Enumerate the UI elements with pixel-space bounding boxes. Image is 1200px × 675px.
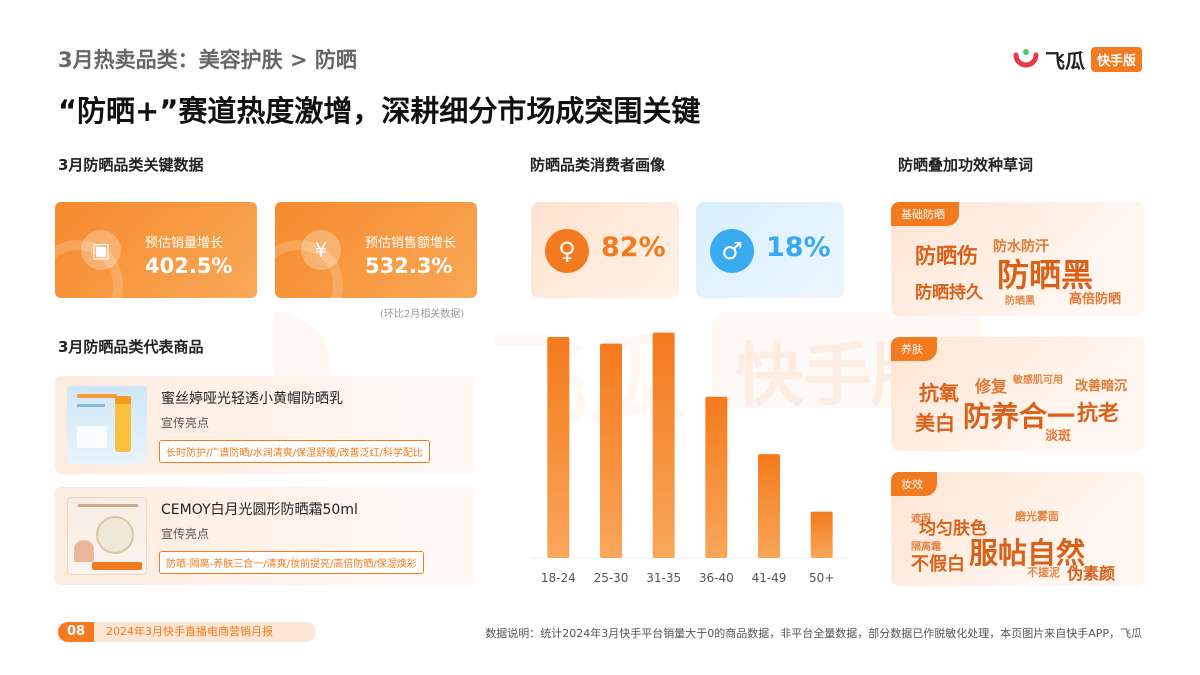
decor-circle	[55, 240, 123, 298]
bar-25-30	[600, 343, 622, 558]
breadcrumb-category: 3月热卖品类：美容护肤	[58, 48, 283, 72]
word: 防晒持久	[915, 283, 983, 303]
kpi-card-sales: ¥ 预估销售额增长 532.3%	[275, 202, 477, 298]
word: 隔离霜	[911, 542, 941, 553]
feigua-logo-icon	[1013, 49, 1039, 68]
word: 磨光雾面	[1015, 510, 1059, 523]
word: 防养合一	[963, 400, 1076, 433]
product-tags: 防晒-隔离-养肤三合一/清爽/妆前提亮/高倍防晒/保湿焕彩	[159, 551, 424, 574]
bar-36-40	[705, 396, 728, 558]
x-tick-label: 36-40	[699, 571, 734, 585]
word: 均匀肤色	[919, 519, 987, 539]
consumer-title: 防晒品类消费者画像	[530, 156, 666, 174]
bar-31-35	[652, 332, 675, 558]
page-title: “防晒+”赛道热度激增，深耕细分市场成突围关键	[58, 94, 701, 128]
product-subtitle: 宣传亮点	[161, 527, 210, 541]
product-name: 蜜丝婷哑光轻透小黄帽防晒乳	[161, 391, 343, 407]
box-icon: ▣	[81, 230, 121, 270]
word: 不搓泥	[1027, 566, 1060, 579]
group-badge: 养肤	[891, 337, 937, 361]
product-card[interactable]: 蜜丝婷哑光轻透小黄帽防晒乳 宣传亮点 长时防护/广谱防晒/水润清爽/保湿舒缓/改…	[55, 376, 475, 474]
kpi-label: 预估销售额增长	[365, 236, 457, 251]
kpi-value: 402.5%	[145, 254, 233, 278]
page-number: 08	[58, 622, 94, 642]
x-tick-label: 18-24	[541, 571, 576, 585]
word: 抗老	[1077, 401, 1119, 425]
breadcrumb: 3月热卖品类：美容护肤 > 防晒	[58, 44, 357, 74]
brand-logo: 飞瓜 快手版	[1013, 44, 1142, 74]
bar-18-24	[547, 337, 570, 558]
wordcloud-title: 防晒叠加功效种草词	[898, 156, 1034, 174]
word: 遮瑕	[911, 514, 931, 525]
report-name: 2024年3月快手直播电商营销月报	[94, 622, 316, 642]
x-tick-label: 25-30	[594, 571, 629, 585]
word: 改善暗沉	[1075, 379, 1128, 394]
wordcloud-card-skincare: 养肤 抗氧 修复 敏感肌可用 改善暗沉 美白 防养合一 抗老 淡斑	[891, 337, 1145, 451]
male-card: ♂ 18%	[696, 202, 844, 298]
word: 服帖自然	[969, 536, 1086, 570]
product-image	[67, 497, 147, 575]
group-badge: 妆效	[891, 472, 937, 496]
word: 防晒黑	[997, 256, 1094, 294]
x-tick-label: 50+	[809, 571, 834, 585]
key-data-title: 3月防晒品类关键数据	[58, 156, 204, 174]
x-tick-label: 41-49	[752, 571, 787, 585]
word: 淡斑	[1045, 429, 1072, 444]
female-card: ♀ 82%	[531, 202, 679, 298]
breadcrumb-subcategory: 防晒	[314, 48, 357, 72]
product-name: CEMOY白月光圆形防晒霜50ml	[161, 502, 358, 518]
female-percent: 82%	[601, 232, 666, 263]
word: 防水防汗	[993, 239, 1049, 255]
word: 敏感肌可用	[1013, 375, 1063, 386]
product-subtitle: 宣传亮点	[161, 416, 210, 430]
word: 高倍防晒	[1069, 292, 1122, 307]
breadcrumb-separator: >	[289, 48, 308, 72]
word: 不假白	[911, 554, 965, 575]
products-title: 3月防晒品类代表商品	[58, 338, 204, 356]
kpi-label: 预估销量增长	[145, 236, 224, 251]
logo-tag: 快手版	[1090, 46, 1142, 72]
word: 抗氧	[919, 381, 959, 405]
age-bar-chart: 18-24 25-30 31-35 36-40 41-49 50+	[532, 332, 848, 585]
product-tags: 长时防护/广谱防晒/水润清爽/保湿舒缓/改善泛红/科学配比	[159, 440, 430, 463]
wordcloud-card-basic: 基础防晒 防晒伤 防水防汗 防晒持久 防晒黑 防晒黑 高倍防晒	[891, 202, 1145, 316]
male-icon: ♂	[710, 229, 754, 273]
x-tick-label: 31-35	[646, 571, 681, 585]
product-card[interactable]: CEMOY白月光圆形防晒霜50ml 宣传亮点 防晒-隔离-养肤三合一/清爽/妆前…	[55, 487, 475, 585]
data-disclaimer: 数据说明：统计2024年3月快手平台销量大于0的商品数据，非平台全量数据，部分数…	[485, 627, 1142, 640]
key-data-note: (环比2月相关数据)	[380, 309, 465, 320]
word: 伪素颜	[1067, 564, 1116, 583]
bar-50+	[810, 511, 833, 558]
yen-coin-icon: ¥	[301, 230, 341, 270]
decor-circle	[275, 240, 343, 298]
logo-name: 飞瓜	[1044, 48, 1085, 73]
bar-41-49	[758, 454, 780, 558]
word: 修复	[975, 377, 1008, 396]
product-image	[67, 386, 147, 464]
word: 防晒黑	[1005, 296, 1035, 307]
female-icon: ♀	[545, 229, 589, 273]
word: 防晒伤	[915, 244, 978, 268]
word: 美白	[915, 411, 955, 435]
kpi-card-volume: ▣ 预估销量增长 402.5%	[55, 202, 257, 298]
male-percent: 18%	[766, 232, 831, 263]
wordcloud-card-makeup: 妆效 遮瑕 均匀肤色 磨光雾面 隔离霜 不假白 服帖自然 不搓泥 伪素颜	[891, 472, 1145, 586]
group-badge: 基础防晒	[891, 202, 959, 226]
kpi-value: 532.3%	[365, 254, 453, 278]
